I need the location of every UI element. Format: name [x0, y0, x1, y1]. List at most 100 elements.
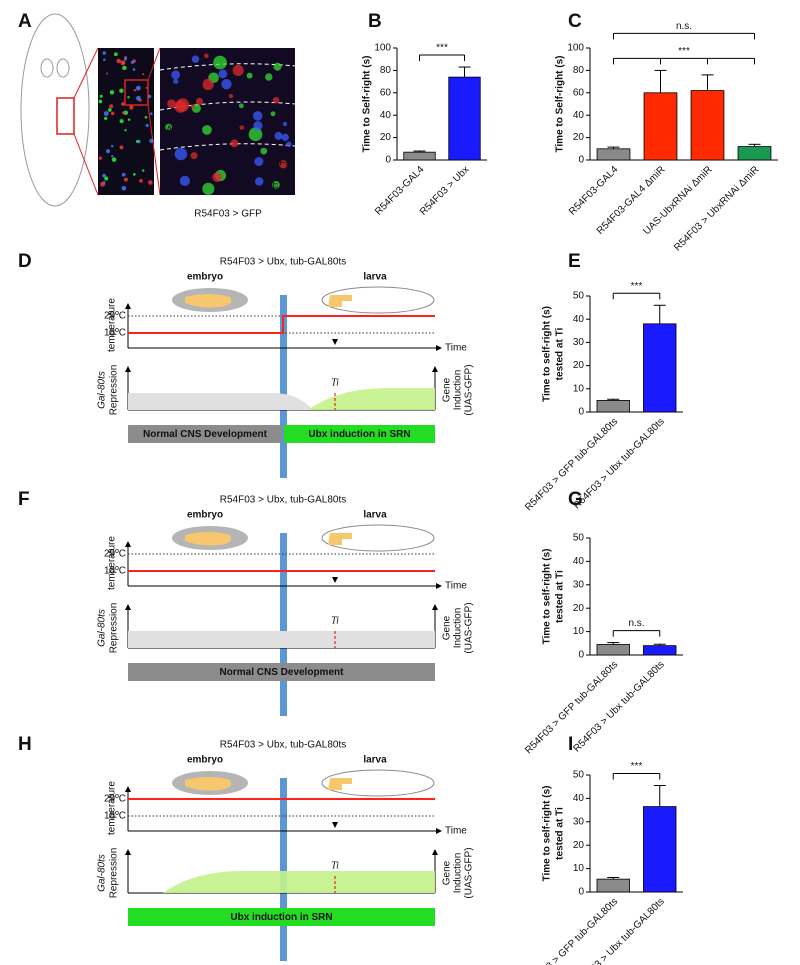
y-tick-label: 40 [573, 110, 585, 121]
signal-dot [148, 180, 153, 185]
error-bar [607, 642, 620, 645]
y-axis-label: Time to self-right (s) [542, 549, 553, 645]
temp-axis-label: temperature [107, 298, 118, 352]
signal-dot [190, 152, 198, 160]
phase-label: Normal CNS Development [220, 667, 345, 678]
signal-dot [98, 99, 103, 104]
repression-area [128, 393, 313, 410]
y-tick-label: 0 [385, 155, 391, 166]
signal-dot [260, 147, 268, 155]
temp-axis-label: temperature [107, 536, 118, 590]
signal-dot [195, 97, 204, 105]
temperature-line [128, 315, 435, 334]
bar [596, 878, 630, 893]
larva-cns [328, 533, 352, 545]
induction-label: Induction [453, 370, 464, 411]
channel-label: EN [278, 169, 292, 180]
arrow [436, 345, 442, 351]
bar [643, 645, 677, 656]
signal-dot [123, 110, 129, 116]
induction-label: (UAS-GFP) [464, 847, 475, 898]
arrow [436, 828, 442, 834]
signal-dot [124, 129, 127, 132]
signal-dot [202, 78, 214, 91]
y-tick-label: 40 [380, 110, 392, 121]
signal-dot [123, 57, 127, 61]
signal-dot [121, 172, 126, 177]
error-bar [413, 150, 426, 153]
error-bar [607, 146, 620, 149]
signal-dot [122, 111, 125, 115]
arrow [436, 583, 442, 589]
larva [321, 286, 435, 314]
larva [321, 524, 435, 552]
y-tick-label: 20 [573, 132, 585, 143]
y-tick-label: 0 [578, 650, 584, 661]
signal-dot [141, 169, 145, 172]
bar [643, 323, 677, 413]
signal-dot [265, 73, 273, 81]
x-tick-label: R54F03 > UbxRNAi ΔmiR [672, 164, 761, 253]
signal-dot [149, 138, 154, 144]
signal-dot [102, 181, 106, 184]
arrow [432, 849, 438, 855]
panel-label: F [18, 489, 30, 510]
y-axis-label: Time to Self-right (s) [362, 55, 373, 152]
y-tick-label: 50 [573, 291, 585, 302]
signal-dot [110, 111, 115, 116]
zoom-line [147, 104, 161, 196]
y-tick-label: 40 [573, 314, 585, 325]
signal-dot [109, 104, 114, 109]
panel-label: B [368, 11, 382, 32]
significance-label: *** [631, 761, 643, 772]
induction-label: Gene [442, 860, 453, 885]
induction-area [163, 871, 283, 893]
y-tick-label: 10 [573, 383, 585, 394]
y-tick-label: 60 [380, 87, 392, 98]
signal-dot [98, 156, 103, 160]
y-tick-label: 20 [573, 360, 585, 371]
stage-label: larva [363, 510, 387, 521]
error-bar [458, 66, 471, 78]
signal-dot [111, 155, 114, 158]
panel-label: A [18, 11, 32, 32]
signal-dot [286, 141, 292, 148]
phase-bar [128, 425, 282, 443]
micrograph-signal [98, 51, 292, 195]
signal-dot [271, 180, 280, 189]
y-tick-label: 10 [573, 863, 585, 874]
time-label: Time [445, 581, 467, 592]
larva-outline [20, 13, 90, 207]
test-marker [332, 822, 338, 828]
repression-label: Gal-80ts [97, 609, 108, 647]
y-tick-label: 50 [573, 533, 585, 544]
signal-dot [144, 115, 148, 119]
x-tick-label: R54F03 > Ubx tub-GAL80ts [572, 659, 667, 754]
signal-dot [142, 73, 145, 76]
signal-dot [253, 121, 263, 131]
panel-label: I [568, 734, 573, 755]
bar [596, 399, 630, 413]
signal-dot [171, 70, 181, 80]
error-bar [653, 785, 666, 807]
time-label: Time [445, 343, 467, 354]
signal-dot [109, 90, 115, 95]
larva-cns [328, 295, 352, 307]
panel-label: H [18, 734, 32, 755]
y-tick-label: 20 [380, 132, 392, 143]
bar [737, 146, 772, 161]
repression-label: Repression [109, 848, 120, 899]
signal-dot [104, 116, 108, 120]
hatching-marker [280, 533, 287, 716]
signal-dot [116, 58, 122, 64]
brain-lobe [56, 58, 70, 78]
signal-dot [173, 78, 179, 85]
signal-dot [130, 60, 135, 64]
y-tick-label: 40 [573, 556, 585, 567]
temp-tick-label: 18ºC [104, 328, 126, 339]
y-tick-label: 100 [567, 43, 584, 54]
temp-tick-label: 29ºC [104, 549, 126, 560]
segment-label: A2 [166, 83, 179, 94]
signal-dot [149, 112, 153, 116]
